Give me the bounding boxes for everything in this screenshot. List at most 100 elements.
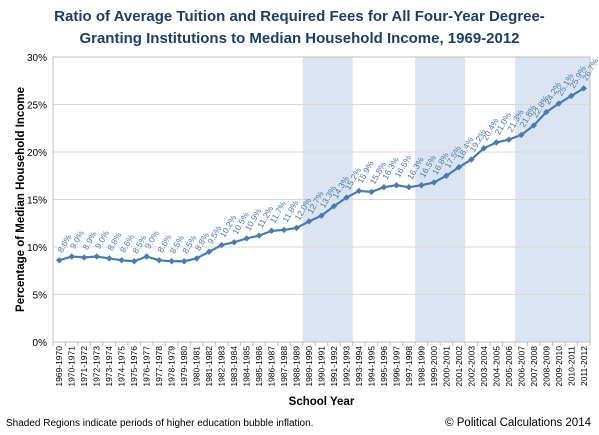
data-point	[243, 235, 250, 242]
y-tick-label: 5%	[33, 291, 48, 302]
y-tick-label: 15%	[27, 196, 47, 207]
x-tick-label: 2009-2010	[554, 346, 564, 387]
x-tick-label: 1990-1991	[317, 346, 327, 387]
data-point	[468, 156, 475, 163]
x-tick-label: 1985-1986	[254, 346, 264, 387]
credit: © Political Calculations 2014	[445, 417, 591, 429]
data-point	[205, 248, 213, 255]
chart-title: Ratio of Average Tuition and Required Fe…	[0, 6, 599, 50]
x-tick-label: 1969-1970	[54, 346, 64, 387]
data-point	[380, 183, 388, 191]
x-tick-label: 2008-2009	[541, 346, 551, 387]
chart-title-line-1: Ratio of Average Tuition and Required Fe…	[54, 8, 545, 25]
x-tick-label: 2001-2002	[454, 346, 464, 387]
y-tick-label: 0%	[33, 338, 48, 349]
data-point	[518, 131, 525, 139]
x-tick-label: 1972-1973	[92, 346, 102, 387]
data-point	[105, 255, 113, 262]
data-point	[443, 172, 450, 179]
x-tick-label: 1981-1982	[204, 346, 214, 387]
x-tick-label: 1997-1998	[404, 346, 414, 387]
x-tick-label: 1988-1989	[292, 346, 302, 387]
x-tick-label: 2010-2011	[566, 346, 576, 386]
x-tick-label: 1982-1983	[217, 346, 227, 387]
y-tick-label: 20%	[27, 148, 47, 159]
x-tick-label: 2011-2012	[579, 346, 589, 386]
data-point	[155, 257, 163, 264]
y-tick-label: 30%	[27, 53, 47, 64]
x-tick-label: 1994-1995	[366, 346, 376, 387]
x-tick-label: 1993-1994	[354, 346, 364, 387]
data-point	[81, 254, 88, 261]
y-tick-label: 25%	[27, 101, 47, 112]
x-tick-label: 1976-1977	[142, 346, 152, 387]
data-point	[555, 100, 562, 107]
data-point	[56, 257, 63, 264]
x-tick-label: 1998-1999	[416, 346, 426, 387]
data-point	[368, 188, 375, 196]
data-point	[218, 241, 225, 249]
data-point	[568, 92, 575, 100]
x-tick-label: 1995-1996	[379, 346, 389, 387]
data-point	[405, 183, 413, 191]
data-point	[505, 136, 513, 143]
x-tick-label: 1989-1990	[304, 346, 314, 387]
data-point	[493, 139, 500, 146]
x-tick-label: 2003-2004	[479, 346, 489, 387]
x-tick-label: 1984-1985	[242, 346, 252, 387]
x-tick-label: 1986-1987	[267, 346, 277, 387]
x-tick-label: 1996-1997	[391, 346, 401, 387]
x-tick-label: 2005-2006	[504, 346, 514, 387]
x-tick-label: 2007-2008	[529, 346, 539, 387]
data-point	[130, 258, 138, 265]
chart-title-line-2: Granting Institutions to Median Househol…	[79, 30, 520, 47]
x-tick-label: 1975-1976	[129, 346, 139, 387]
data-point	[280, 226, 288, 234]
data-point	[305, 218, 313, 225]
x-tick-label: 1970-1971	[67, 346, 77, 387]
x-tick-label: 2006-2007	[516, 346, 526, 387]
data-point	[68, 253, 75, 260]
data-point	[393, 182, 400, 189]
x-axis-title: School Year	[289, 396, 355, 408]
x-tick-label: 1991-1992	[329, 346, 339, 387]
data-point	[480, 145, 488, 152]
x-tick-label: 1999-2000	[429, 346, 439, 387]
y-axis-title: Percentage of Median Household Income	[15, 87, 27, 312]
x-tick-label: 1983-1984	[229, 346, 239, 387]
data-point	[143, 253, 150, 260]
data-point	[293, 224, 300, 232]
x-tick-label: 2004-2005	[491, 346, 501, 387]
data-point	[455, 164, 463, 171]
data-point	[268, 227, 275, 235]
x-tick-label: 1974-1975	[117, 346, 127, 387]
x-tick-label: 2000-2001	[441, 346, 451, 387]
x-tick-label: 1987-1988	[279, 346, 289, 387]
footnote: Shaded Regions indicate periods of highe…	[6, 418, 314, 429]
x-tick-label: 1992-1993	[341, 346, 351, 387]
plot-area-border	[52, 56, 591, 343]
x-tick-label: 1979-1980	[179, 346, 189, 387]
y-tick-label: 10%	[27, 243, 47, 254]
data-point	[180, 258, 188, 265]
x-tick-label: 1980-1981	[192, 346, 202, 387]
x-tick-label: 2002-2003	[466, 346, 476, 387]
data-point	[318, 212, 325, 219]
data-point	[230, 239, 238, 246]
data-point	[193, 255, 200, 262]
x-tick-label: 1973-1974	[104, 346, 114, 387]
data-point	[543, 108, 550, 116]
data-point	[255, 232, 263, 239]
data-point	[93, 253, 100, 260]
data-point	[355, 187, 363, 195]
data-point	[418, 182, 425, 189]
data-point	[530, 122, 538, 129]
data-point	[118, 257, 125, 264]
data-point	[168, 258, 175, 265]
data-point	[343, 194, 350, 201]
x-tick-label: 1978-1979	[167, 346, 177, 387]
data-point	[330, 202, 338, 210]
data-point	[430, 179, 438, 186]
x-tick-label: 1971-1972	[79, 346, 89, 387]
